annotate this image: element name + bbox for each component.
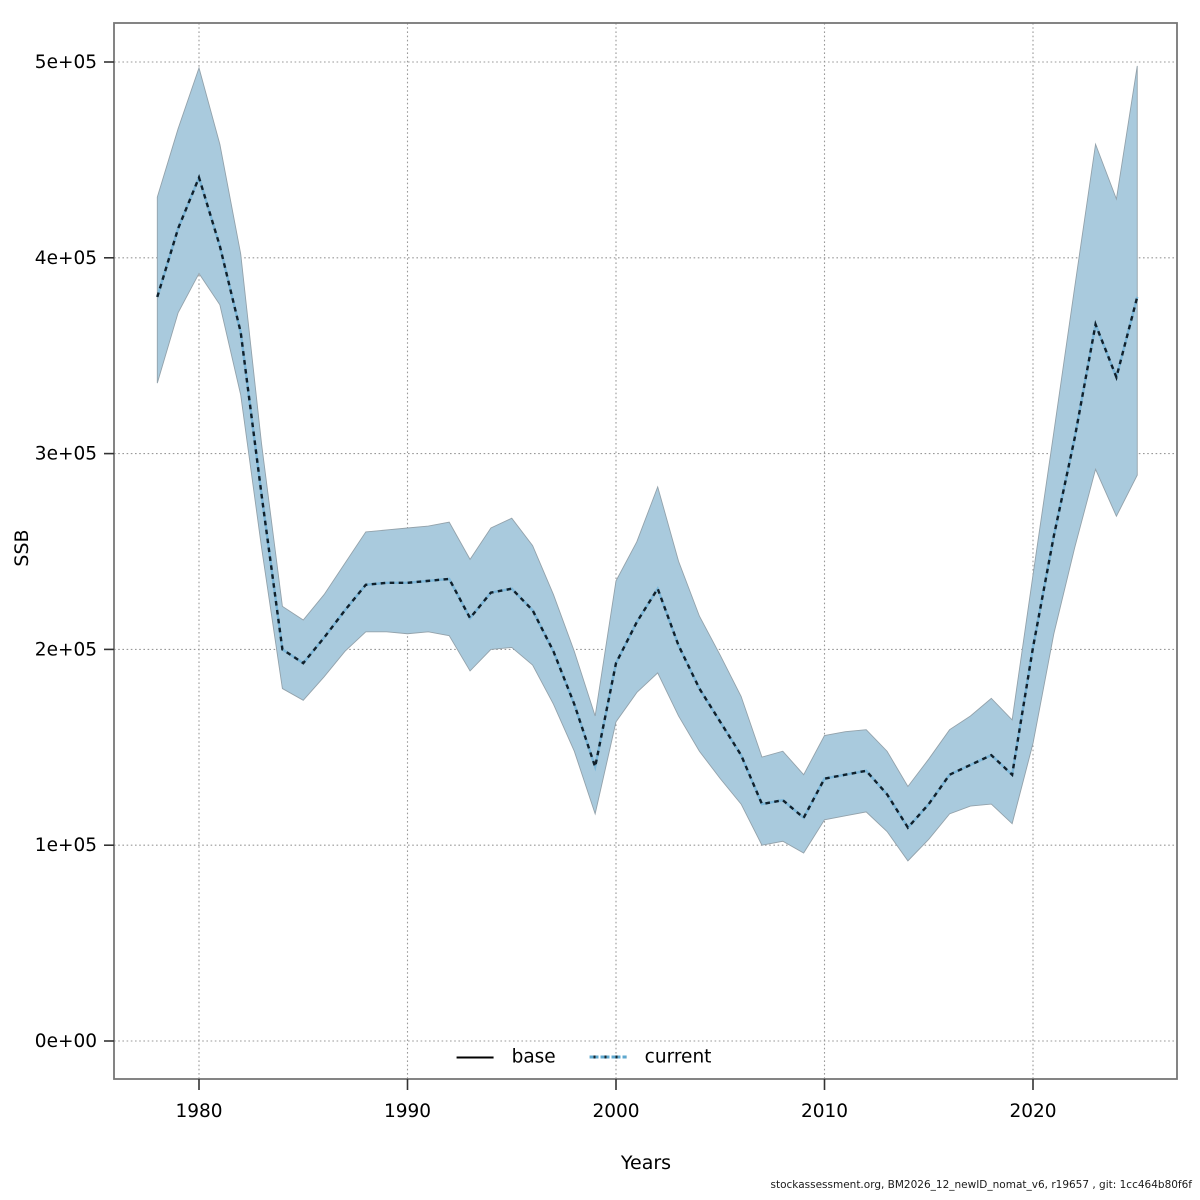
y-tick-label: 3e+05 <box>35 444 97 465</box>
current-line-sample-icon <box>589 1055 627 1059</box>
legend-item-base: base <box>456 1046 556 1068</box>
x-axis-title: Years <box>620 1152 672 1174</box>
x-tick-label: 2010 <box>801 1101 848 1122</box>
x-tick-label: 1990 <box>384 1101 431 1122</box>
y-tick-label: 5e+05 <box>35 52 97 73</box>
base-line-sample-icon <box>456 1056 494 1058</box>
axis-ticks-layer: 0e+00 1e+05 2e+05 3e+05 4e+05 5e+05 1980 1990 20… <box>35 52 1057 1122</box>
x-tick-label: 1980 <box>175 1101 222 1122</box>
x-tick-label: 2020 <box>1009 1101 1056 1122</box>
x-tick-label: 2000 <box>592 1101 639 1122</box>
data-layer <box>156 65 1139 862</box>
legend-label-current: current <box>644 1046 712 1068</box>
y-tick-label: 4e+05 <box>35 248 97 269</box>
y-axis-title: SSB <box>11 529 33 567</box>
plot-frame-layer <box>113 22 1178 1080</box>
plot-border-box <box>113 22 1178 1080</box>
y-tick-label: 0e+00 <box>35 1031 97 1052</box>
legend-item-current: current <box>589 1046 712 1068</box>
y-tick-label: 1e+05 <box>35 835 97 856</box>
legend: base current <box>456 1046 712 1068</box>
provenance-footer-text: stockassessment.org, BM2026_12_newID_nom… <box>770 1179 1192 1191</box>
y-tick-label: 2e+05 <box>35 639 97 660</box>
legend-label-base: base <box>511 1046 556 1068</box>
confidence-band <box>156 65 1138 862</box>
current-ssb-line <box>156 173 1139 830</box>
